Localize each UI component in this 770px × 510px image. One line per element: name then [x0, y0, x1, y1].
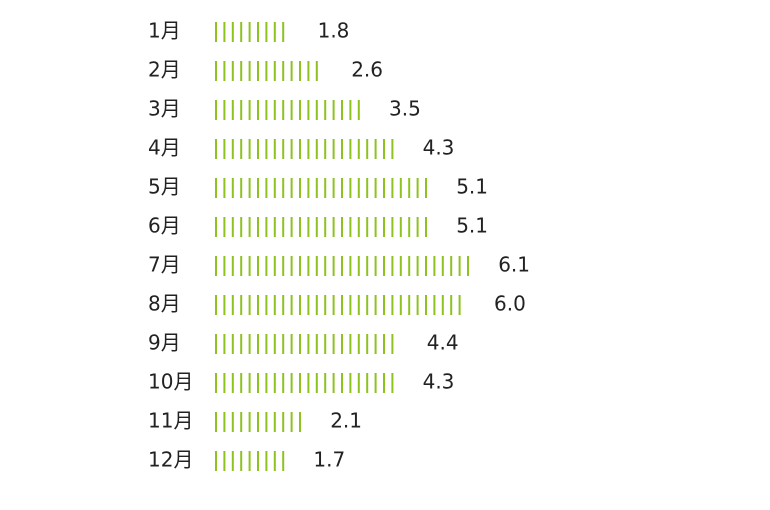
- value-label: 1.7: [313, 448, 345, 472]
- tally-bar: [215, 178, 427, 198]
- value-label: 2.1: [330, 409, 362, 433]
- value-label: 4.4: [427, 331, 459, 355]
- value-label: 5.1: [456, 175, 488, 199]
- value-label: 4.3: [423, 370, 455, 394]
- tally-bar: [215, 451, 285, 471]
- category-label: 5月: [148, 175, 181, 199]
- category-label: 7月: [148, 253, 181, 277]
- category-label: 10月: [148, 370, 193, 394]
- category-label: 12月: [148, 448, 193, 472]
- tally-bar: [215, 334, 394, 354]
- value-label: 2.6: [351, 58, 383, 82]
- category-label: 4月: [148, 136, 181, 160]
- category-label: 1月: [148, 19, 181, 43]
- value-label: 3.5: [389, 97, 421, 121]
- tally-bar: [215, 217, 427, 237]
- category-label: 11月: [148, 409, 193, 433]
- tally-bar: [215, 139, 394, 159]
- tally-bar: [215, 295, 461, 315]
- tally-bar: [215, 100, 360, 120]
- value-label: 5.1: [456, 214, 488, 238]
- tally-bar: [215, 373, 394, 393]
- value-label: 6.1: [498, 253, 530, 277]
- tally-bar: [215, 256, 469, 276]
- category-label: 2月: [148, 58, 181, 82]
- category-label: 6月: [148, 214, 181, 238]
- value-label: 6.0: [494, 292, 526, 316]
- value-label: 1.8: [318, 19, 350, 43]
- category-label: 3月: [148, 97, 181, 121]
- tally-bar: [215, 22, 285, 42]
- value-label: 4.3: [423, 136, 455, 160]
- category-label: 8月: [148, 292, 181, 316]
- tally-bar: [215, 412, 301, 432]
- category-label: 9月: [148, 331, 181, 355]
- tally-bar: [215, 61, 318, 81]
